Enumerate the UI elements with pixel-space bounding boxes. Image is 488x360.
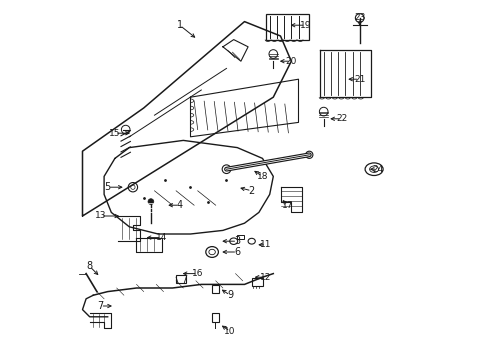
Text: 18: 18 [256,172,268,181]
Circle shape [148,199,153,204]
Text: 22: 22 [335,114,346,123]
Text: 1: 1 [176,20,183,30]
Text: 3: 3 [234,236,240,246]
Text: 21: 21 [353,75,365,84]
Text: 11: 11 [260,240,271,249]
Text: 13: 13 [95,211,106,220]
Text: 12: 12 [260,273,271,282]
Text: 7: 7 [97,301,103,311]
Circle shape [222,165,230,174]
Text: 6: 6 [234,247,240,257]
Text: 5: 5 [104,182,111,192]
Text: 10: 10 [224,327,235,336]
Text: 23: 23 [353,13,365,22]
Text: 14: 14 [156,233,167,242]
Text: 2: 2 [248,186,254,196]
Text: 4: 4 [176,200,183,210]
Text: 16: 16 [192,269,203,278]
Text: 8: 8 [86,261,93,271]
Circle shape [305,151,312,158]
Text: 15: 15 [109,129,121,138]
Text: 20: 20 [285,57,296,66]
Text: 17: 17 [282,201,293,210]
Text: 24: 24 [371,165,383,174]
Text: 19: 19 [299,21,311,30]
Text: 9: 9 [226,290,233,300]
